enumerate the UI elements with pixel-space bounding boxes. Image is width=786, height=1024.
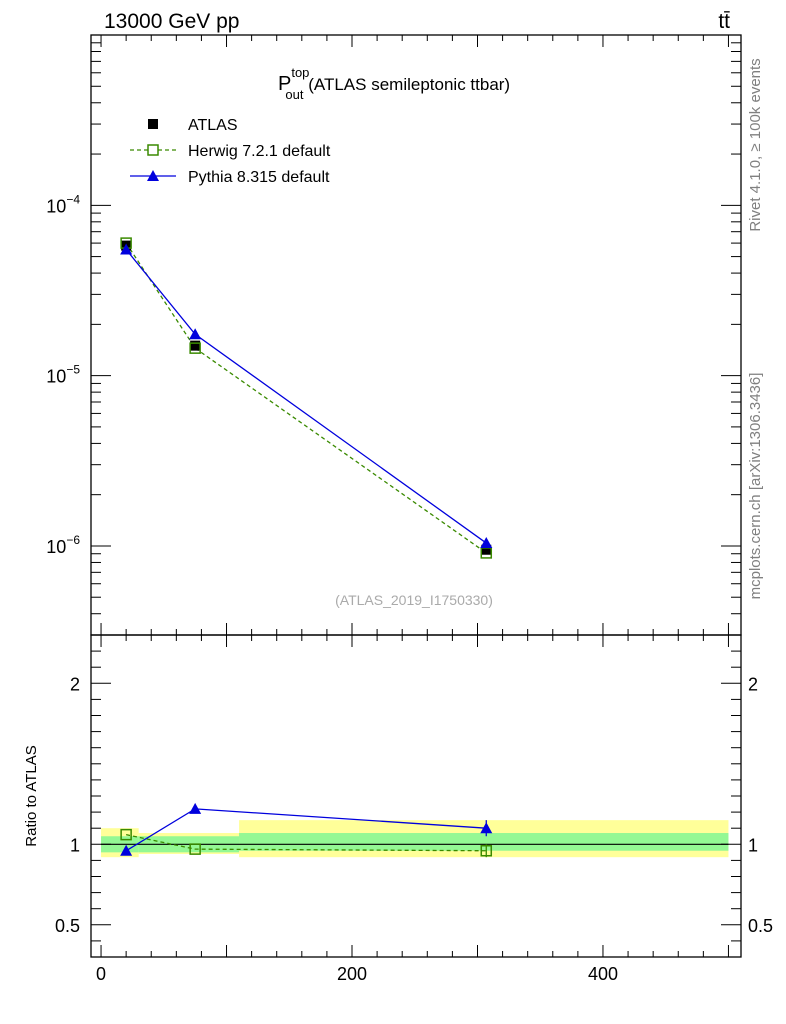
main-y-tick-label-base: 10 xyxy=(46,367,66,387)
ratio-band-inner xyxy=(239,833,729,851)
data-point-pythia xyxy=(120,243,133,255)
rivet-version-label: Rivet 4.1.0, ≥ 100k events xyxy=(747,58,764,231)
plot-title: Ptop out (ATLAS semileptonic ttbar) xyxy=(278,65,510,102)
ratio-plot-frame xyxy=(90,634,742,958)
ratio-line-herwig xyxy=(126,834,487,852)
legend-atlas-label: ATLAS xyxy=(188,117,238,134)
ratio-series xyxy=(120,802,493,858)
x-tick-label: 400 xyxy=(588,964,618,984)
data-point-pythia xyxy=(189,328,202,340)
main-y-tick-label-exponent: −4 xyxy=(66,192,80,206)
legend-pythia-marker xyxy=(147,170,159,181)
main-series xyxy=(120,237,493,559)
plot-title-subscript: out xyxy=(285,87,303,102)
ratio-y-tick-label-right: 0.5 xyxy=(748,916,773,936)
x-tick-label: 0 xyxy=(96,964,106,984)
legend: ATLAS Herwig 7.2.1 default Pythia 8.315 … xyxy=(130,117,331,186)
analysis-id-label: (ATLAS_2019_I1750330) xyxy=(335,592,493,608)
main-y-tick-label: 10−4 xyxy=(46,192,80,216)
data-point-atlas xyxy=(190,340,201,351)
legend-pythia-label: Pythia 8.315 default xyxy=(188,169,330,186)
main-y-tick-label-base: 10 xyxy=(46,537,66,557)
ratio-y-tick-label-left: 2 xyxy=(70,674,80,694)
legend-atlas-marker xyxy=(148,119,158,129)
ratio-point-pythia xyxy=(120,844,133,856)
legend-herwig-label: Herwig 7.2.1 default xyxy=(188,143,331,160)
ratio-y-tick-label-left: 0.5 xyxy=(55,916,80,936)
data-point-herwig xyxy=(189,342,201,354)
main-y-tick-label: 10−5 xyxy=(46,363,80,387)
ratio-axis-ticks: 0.5 0.5 1 1 2 2 0 200 400 xyxy=(55,635,773,984)
plot-title-main: P xyxy=(278,73,291,95)
data-point-pythia xyxy=(480,537,493,549)
ratio-point-pythia xyxy=(480,822,493,834)
mcplots-source-label: mcplots.cern.ch [arXiv:1306.3436] xyxy=(747,373,764,600)
plot-title-superscript: top xyxy=(291,65,309,80)
ratio-y-tick-label-right: 2 xyxy=(748,674,758,694)
ratio-point-herwig xyxy=(480,844,493,857)
energy-label: 13000 GeV pp xyxy=(104,10,239,33)
plot-title-suffix: (ATLAS semileptonic ttbar) xyxy=(304,75,511,94)
main-y-tick-label-exponent: −5 xyxy=(66,363,80,377)
process-label: tt̄ xyxy=(718,10,730,33)
main-y-tick-label-base: 10 xyxy=(46,196,66,216)
ratio-y-tick-label-right: 1 xyxy=(748,835,758,855)
ratio-y-axis-label: Ratio to ATLAS xyxy=(23,745,40,846)
main-y-tick-label-exponent: −6 xyxy=(66,533,80,547)
main-y-tick-label: 10−6 xyxy=(46,533,80,557)
data-point-atlas xyxy=(481,544,492,555)
ratio-point-herwig xyxy=(189,843,201,855)
x-tick-label: 200 xyxy=(337,964,367,984)
main-axis-ticks: 10−610−510−4 xyxy=(46,34,741,636)
ratio-point-pythia xyxy=(189,802,202,814)
ratio-point-herwig xyxy=(120,828,132,841)
legend-herwig-marker xyxy=(147,144,159,156)
ratio-y-tick-label-left: 1 xyxy=(70,835,80,855)
